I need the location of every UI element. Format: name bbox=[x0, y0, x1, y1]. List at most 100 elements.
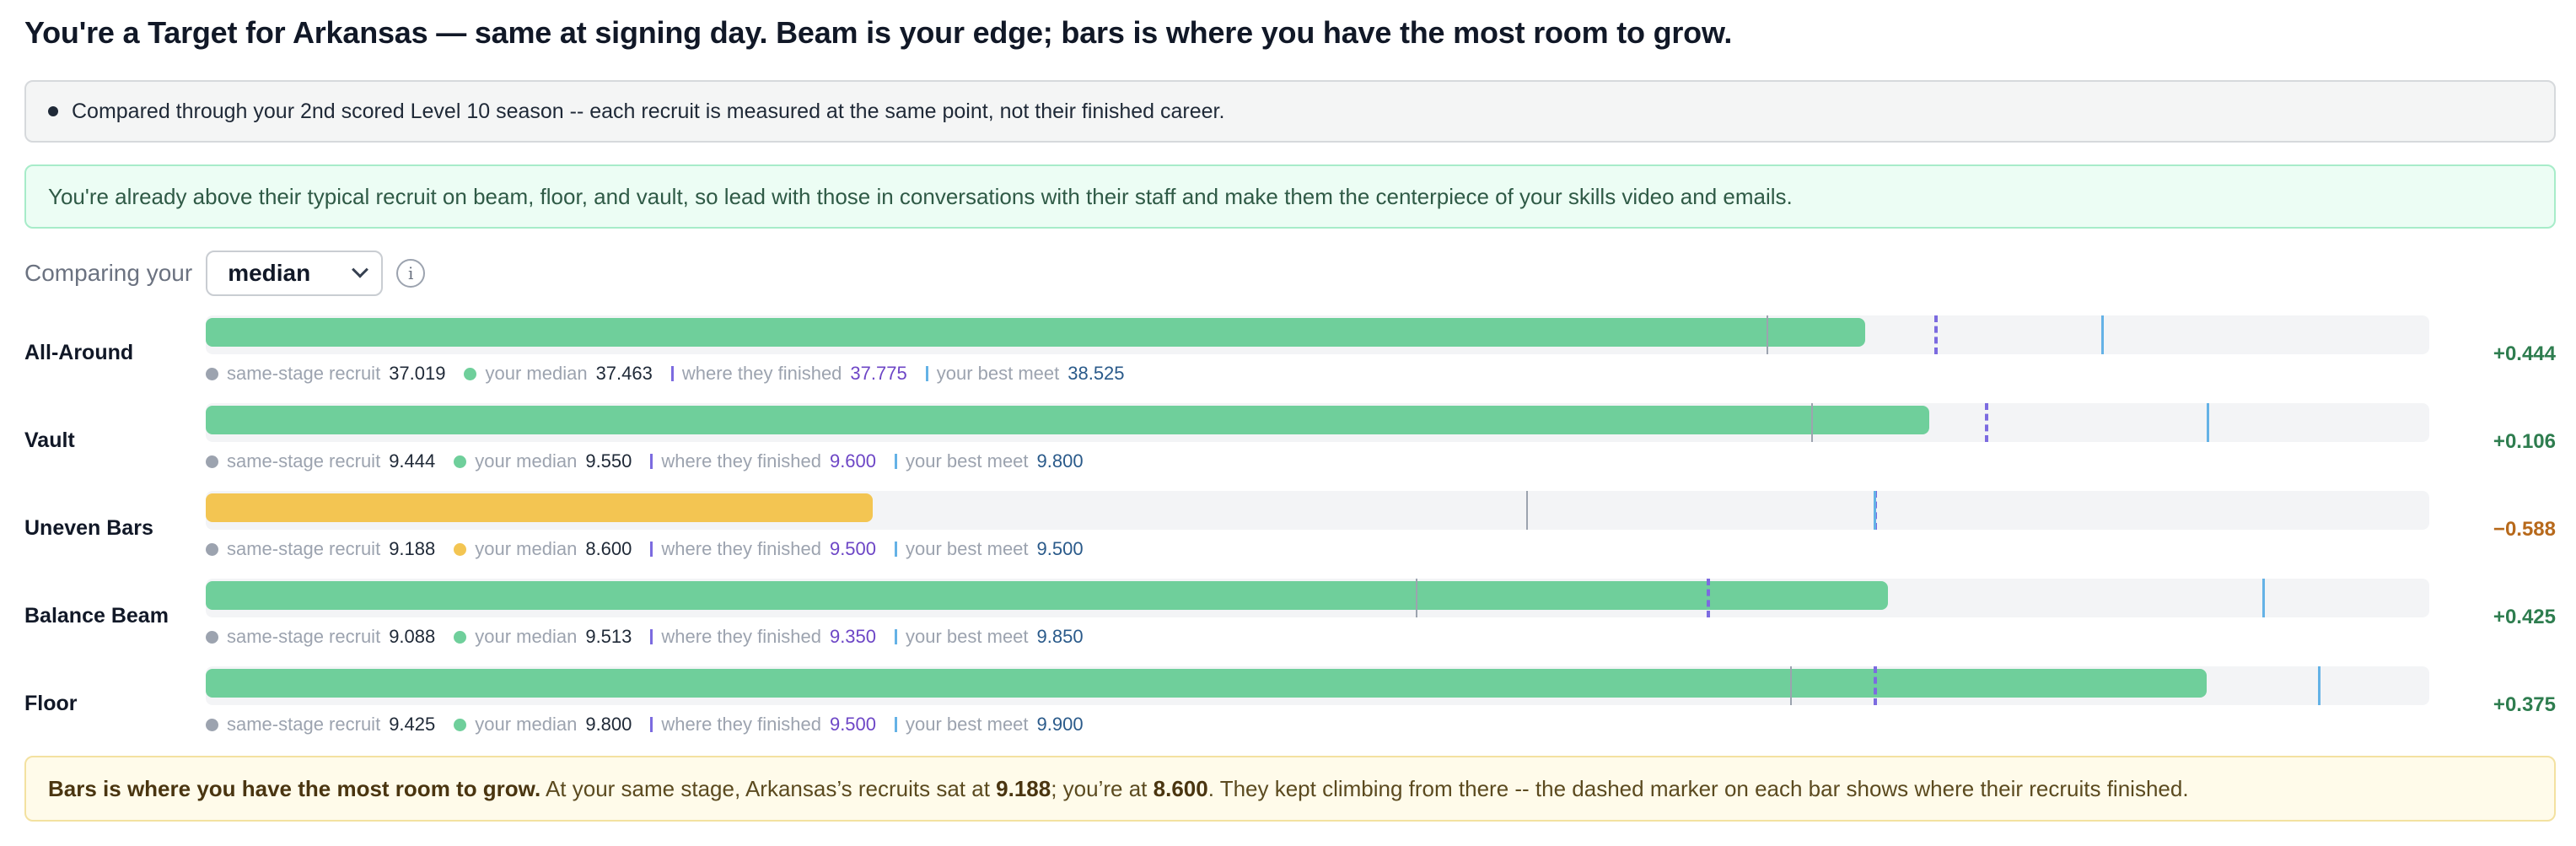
finished-label: where they finished bbox=[661, 714, 821, 735]
finished-marker bbox=[1873, 666, 1877, 705]
chevron-down-icon bbox=[352, 261, 369, 278]
event-name: Floor bbox=[24, 692, 78, 715]
finished-value: 37.775 bbox=[850, 363, 907, 384]
median-value: 9.800 bbox=[585, 714, 632, 735]
callout-lead: Bars is where you have the most room to … bbox=[48, 775, 541, 801]
median-label: your median bbox=[485, 363, 588, 384]
median-value: 8.600 bbox=[585, 538, 632, 559]
event-row-balance-beam: Balance Beam same-stage recruit 9.088 your … bbox=[0, 579, 2576, 663]
best-line-icon bbox=[895, 717, 898, 732]
best-value: 9.500 bbox=[1036, 538, 1084, 559]
event-row-vault: Vault same-stage recruit 9.444 your median 9… bbox=[0, 403, 2576, 488]
score-track bbox=[206, 666, 2429, 705]
best-line-icon bbox=[895, 629, 898, 644]
best-line-icon bbox=[925, 366, 928, 381]
your-median-bar bbox=[206, 406, 1929, 434]
score-track bbox=[206, 491, 2429, 530]
same-stage-label: same-stage recruit bbox=[227, 714, 381, 735]
same-stage-dot-icon bbox=[206, 718, 218, 731]
event-legend: same-stage recruit 9.425 your median 9.800 w… bbox=[206, 714, 1102, 736]
comparing-label: Comparing your bbox=[24, 260, 193, 286]
finished-label: where they finished bbox=[681, 363, 842, 384]
finished-line-icon bbox=[670, 366, 674, 381]
delta-value: +0.106 bbox=[2493, 430, 2556, 453]
info-icon[interactable]: i bbox=[396, 259, 426, 288]
event-name: Uneven Bars bbox=[24, 516, 153, 540]
callout-text-1: At your same stage, Arkansas’s recruits … bbox=[540, 775, 997, 801]
bars-callout: Bars is where you have the most room to … bbox=[24, 756, 2556, 822]
same-stage-label: same-stage recruit bbox=[227, 363, 381, 384]
your-median-bar bbox=[206, 669, 2208, 698]
same-stage-dot-icon bbox=[206, 542, 218, 556]
score-track bbox=[206, 403, 2429, 442]
best-value: 38.525 bbox=[1068, 363, 1125, 384]
comparison-control: Comparing your median i bbox=[24, 251, 426, 296]
finished-label: where they finished bbox=[661, 538, 821, 559]
finished-line-icon bbox=[650, 629, 653, 644]
best-meet-marker bbox=[2318, 666, 2321, 705]
event-name: Balance Beam bbox=[24, 604, 169, 628]
median-value: 37.463 bbox=[595, 363, 653, 384]
event-legend: same-stage recruit 9.444 your median 9.550 w… bbox=[206, 450, 1102, 472]
best-label: your best meet bbox=[906, 450, 1029, 471]
best-line-icon bbox=[895, 542, 898, 557]
delta-value: +0.375 bbox=[2493, 693, 2556, 716]
same-stage-value: 37.019 bbox=[389, 363, 446, 384]
median-label: your median bbox=[475, 450, 578, 471]
finished-value: 9.500 bbox=[829, 538, 877, 559]
best-value: 9.800 bbox=[1036, 450, 1084, 471]
best-meet-marker bbox=[2101, 315, 2105, 354]
event-row-uneven-bars: Uneven Bars same-stage recruit 9.188 your m… bbox=[0, 491, 2576, 575]
same-stage-value: 9.444 bbox=[389, 450, 436, 471]
finished-value: 9.600 bbox=[829, 450, 877, 471]
best-label: your best meet bbox=[906, 714, 1029, 735]
best-line-icon bbox=[895, 454, 898, 469]
median-label: your median bbox=[475, 626, 578, 647]
median-dot-icon bbox=[454, 718, 467, 731]
median-dot-icon bbox=[454, 630, 467, 644]
best-meet-marker bbox=[2262, 579, 2266, 617]
comparison-note: Compared through your 2nd scored Level 1… bbox=[24, 80, 2556, 143]
median-dot-icon bbox=[464, 367, 477, 380]
comparison-note-text: Compared through your 2nd scored Level 1… bbox=[72, 99, 1225, 123]
finished-value: 9.500 bbox=[829, 714, 877, 735]
finished-marker bbox=[1706, 579, 1710, 617]
best-value: 9.850 bbox=[1036, 626, 1084, 647]
median-value: 9.550 bbox=[585, 450, 632, 471]
advice-text: You're already above their typical recru… bbox=[48, 183, 1793, 209]
event-row-all-around: All-Around same-stage recruit 37.019 your m… bbox=[0, 315, 2576, 400]
callout-text-2: ; you’re at bbox=[1051, 775, 1154, 801]
score-track bbox=[206, 315, 2429, 354]
best-label: your best meet bbox=[906, 538, 1029, 559]
event-legend: same-stage recruit 37.019 your median 37.46… bbox=[206, 363, 1143, 385]
bullet-icon bbox=[48, 106, 58, 116]
callout-text-3: . They kept climbing from there -- the d… bbox=[1207, 775, 2189, 801]
stat-select[interactable]: median bbox=[206, 251, 384, 296]
finished-line-icon bbox=[650, 454, 653, 469]
median-value: 9.513 bbox=[585, 626, 632, 647]
event-row-floor: Floor same-stage recruit 9.425 your median 9… bbox=[0, 666, 2576, 751]
same-stage-value: 9.188 bbox=[389, 538, 436, 559]
same-stage-label: same-stage recruit bbox=[227, 450, 381, 471]
finished-label: where they finished bbox=[661, 450, 821, 471]
finished-value: 9.350 bbox=[829, 626, 877, 647]
delta-value: +0.444 bbox=[2493, 342, 2556, 365]
same-stage-marker bbox=[1526, 491, 1529, 530]
finished-line-icon bbox=[650, 542, 653, 557]
event-name: All-Around bbox=[24, 341, 134, 364]
delta-value: +0.425 bbox=[2493, 606, 2556, 628]
event-legend: same-stage recruit 9.188 your median 8.600 w… bbox=[206, 538, 1102, 560]
your-median-bar bbox=[206, 581, 1888, 610]
median-dot-icon bbox=[454, 542, 467, 556]
event-legend: same-stage recruit 9.088 your median 9.513 w… bbox=[206, 626, 1102, 648]
same-stage-value: 9.088 bbox=[389, 626, 436, 647]
median-dot-icon bbox=[454, 455, 467, 468]
same-stage-label: same-stage recruit bbox=[227, 626, 381, 647]
finished-line-icon bbox=[650, 717, 653, 732]
score-track bbox=[206, 579, 2429, 617]
best-label: your best meet bbox=[936, 363, 1060, 384]
event-name: Vault bbox=[24, 428, 75, 452]
best-meet-marker bbox=[2207, 403, 2210, 442]
stat-select-value: median bbox=[228, 260, 311, 286]
finished-marker bbox=[1934, 315, 1939, 354]
